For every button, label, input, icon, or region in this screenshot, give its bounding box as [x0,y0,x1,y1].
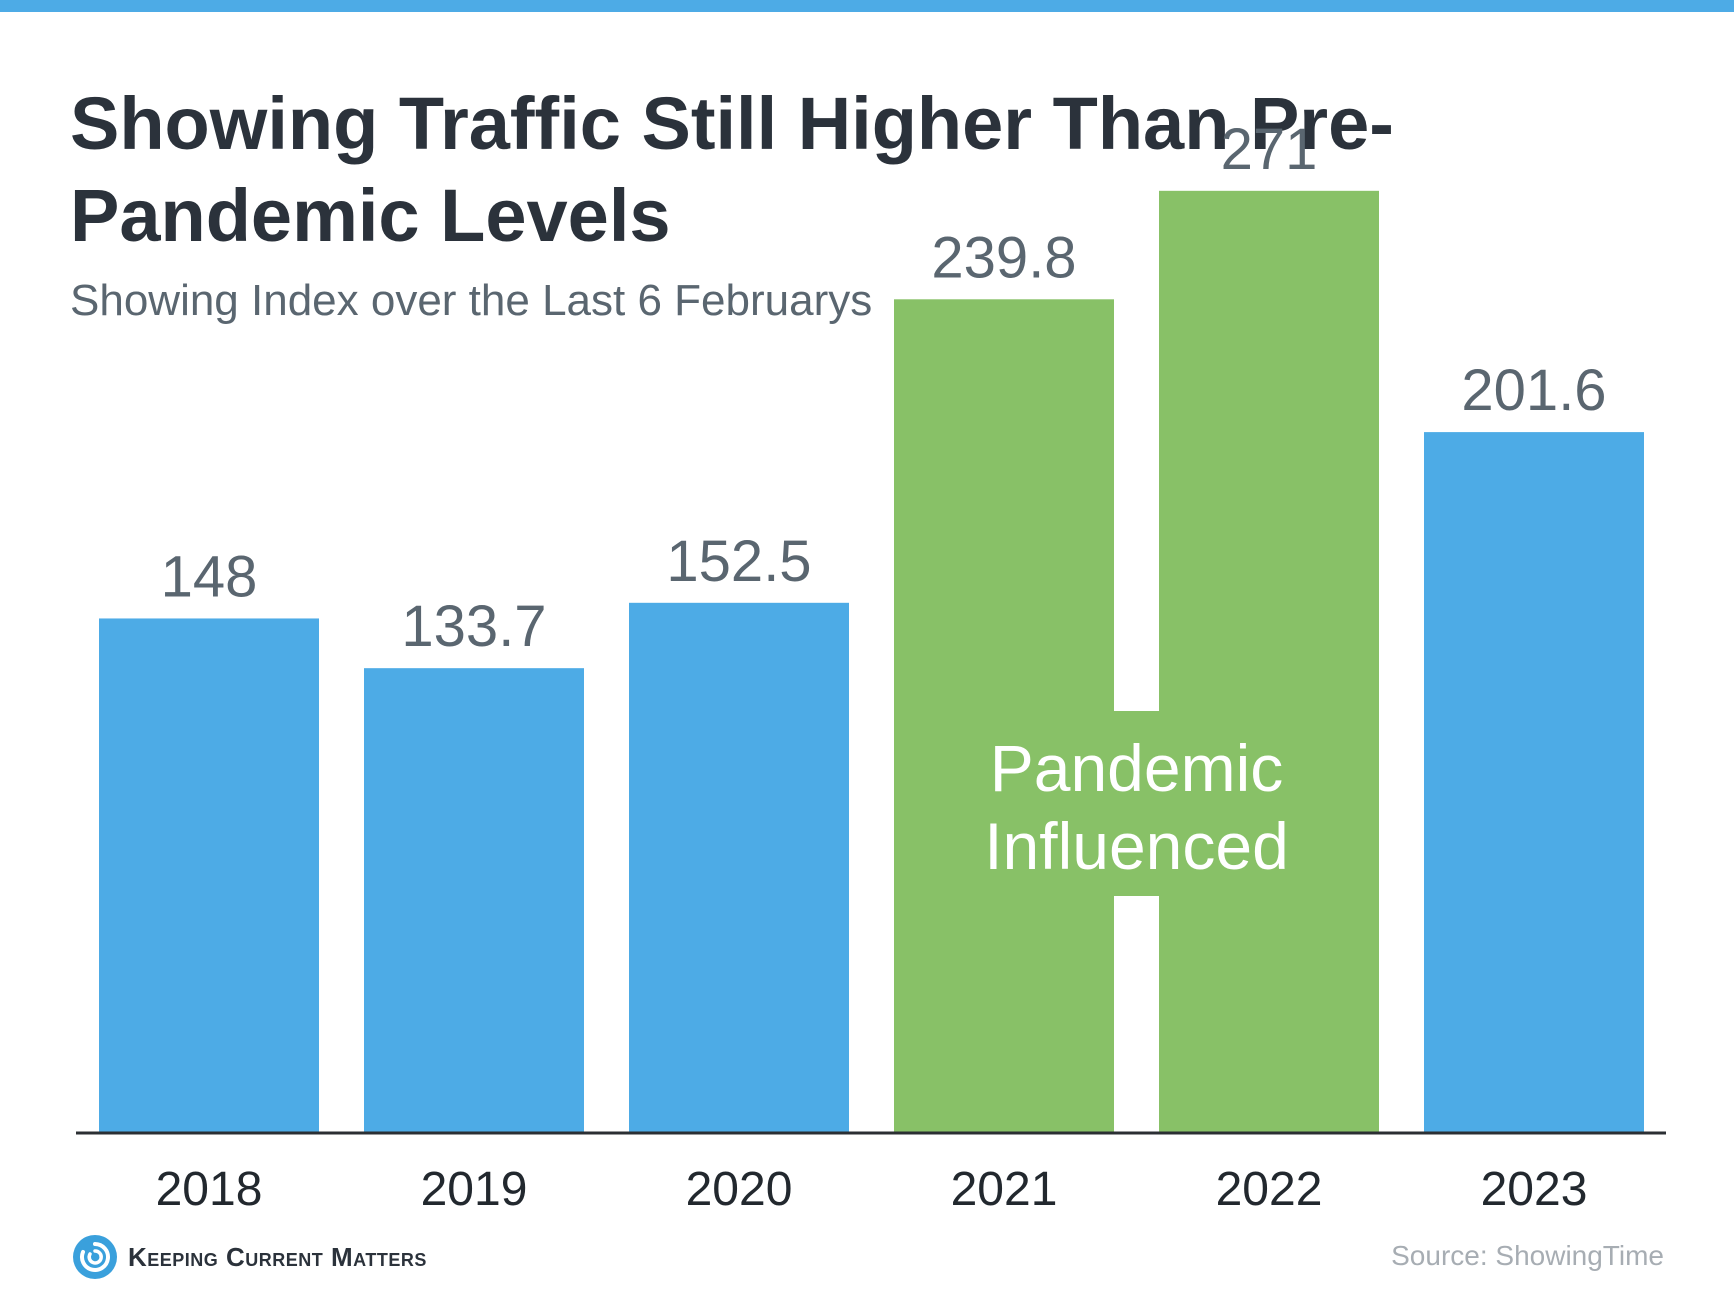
value-label-2020: 152.5 [666,529,811,594]
value-label-2021: 239.8 [931,225,1076,290]
swirl-logo-icon [73,1235,117,1279]
value-label-2019: 133.7 [401,594,546,659]
bar-2018 [99,618,319,1133]
page-title: Showing Traffic Still Higher Than Pre-Pa… [70,82,1394,257]
value-label-2018: 148 [161,544,258,609]
x-tick-2021: 2021 [951,1163,1058,1216]
pandemic-band-label-line-1: Pandemic [990,731,1284,805]
x-tick-labels-group: 2018 2019 2020 2021 2022 2023 [156,1163,1588,1216]
top-accent-band [0,0,1734,12]
bar-2019 [364,668,584,1133]
pandemic-band [894,711,1379,896]
x-tick-2020: 2020 [686,1163,793,1216]
source-note: Source: ShowingTime [1391,1240,1664,1271]
page-subtitle: Showing Index over the Last 6 Februarys [70,276,873,325]
value-labels-group: 148 133.7 152.5 239.8 271 201.6 [161,117,1607,659]
bar-2023 [1424,432,1644,1133]
value-label-2023: 201.6 [1461,358,1606,423]
brand-logo: Keeping Current Matters [72,1234,427,1280]
x-tick-2023: 2023 [1481,1163,1588,1216]
x-tick-2018: 2018 [156,1163,263,1216]
value-label-2022: 271 [1221,117,1318,182]
bars-group [99,190,1644,1134]
brand-name: Keeping Current Matters [128,1241,427,1272]
bar-2022 [1159,190,1379,1133]
x-tick-2022: 2022 [1216,1163,1323,1216]
bar-2020 [629,602,849,1133]
pandemic-band-label-line-2: Influenced [984,809,1289,883]
x-tick-2019: 2019 [421,1163,528,1216]
